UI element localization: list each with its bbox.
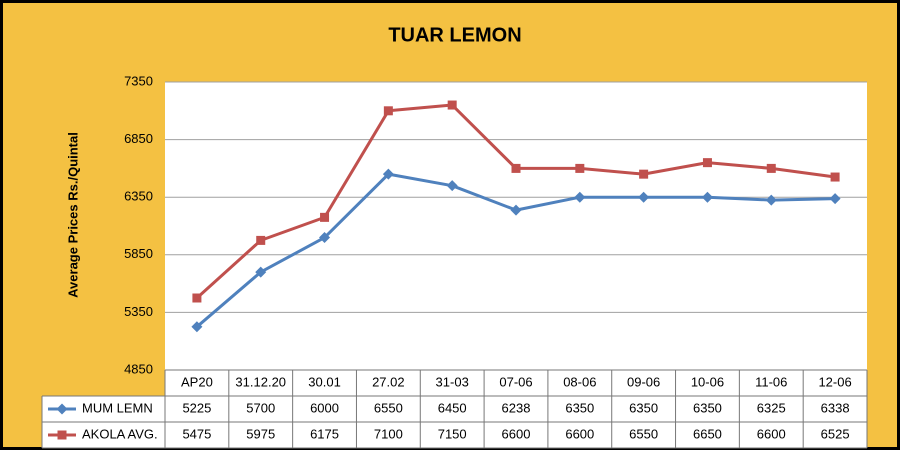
marker bbox=[639, 169, 649, 179]
marker bbox=[56, 403, 68, 415]
marker bbox=[382, 168, 394, 180]
table-value: 6650 bbox=[693, 426, 722, 441]
marker bbox=[447, 100, 457, 110]
table-value: 5475 bbox=[182, 426, 211, 441]
legend-label: AKOLA AVG. bbox=[82, 426, 158, 441]
x-tick-label: 10-06 bbox=[691, 374, 724, 389]
x-tick-label: 31-03 bbox=[436, 374, 469, 389]
y-tick-label: 4850 bbox=[124, 361, 153, 376]
table-value: 6525 bbox=[821, 426, 850, 441]
marker bbox=[702, 158, 712, 168]
x-tick-label: 07-06 bbox=[499, 374, 532, 389]
table-value: 7150 bbox=[438, 426, 467, 441]
y-tick-label: 6850 bbox=[124, 131, 153, 146]
x-tick-label: 31.12.20 bbox=[235, 374, 286, 389]
y-tick-label: 5350 bbox=[124, 304, 153, 319]
table-value: 6600 bbox=[757, 426, 786, 441]
x-tick-label: 27.02 bbox=[372, 374, 405, 389]
table-value: 6325 bbox=[757, 400, 786, 415]
table-value: 6450 bbox=[438, 400, 467, 415]
marker bbox=[638, 191, 650, 203]
marker bbox=[511, 163, 521, 173]
x-tick-label: 08-06 bbox=[563, 374, 596, 389]
chart-title: TUAR LEMON bbox=[388, 24, 521, 46]
plot-area bbox=[165, 82, 867, 370]
table-value: 6600 bbox=[565, 426, 594, 441]
marker bbox=[765, 194, 777, 206]
table-value: 6350 bbox=[565, 400, 594, 415]
y-tick-label: 6350 bbox=[124, 189, 153, 204]
marker bbox=[574, 191, 586, 203]
marker bbox=[191, 321, 203, 333]
marker bbox=[192, 293, 202, 303]
table-value: 6175 bbox=[310, 426, 339, 441]
table-value: 6550 bbox=[374, 400, 403, 415]
marker bbox=[575, 163, 585, 173]
marker bbox=[701, 191, 713, 203]
marker bbox=[57, 430, 67, 440]
table-value: 5225 bbox=[182, 400, 211, 415]
marker bbox=[766, 163, 776, 173]
marker bbox=[320, 212, 330, 222]
marker bbox=[829, 193, 841, 205]
y-tick-label: 7350 bbox=[124, 73, 153, 88]
table-value: 6600 bbox=[502, 426, 531, 441]
marker bbox=[830, 172, 840, 182]
x-tick-label: 11-06 bbox=[755, 374, 787, 389]
table-value: 6350 bbox=[629, 400, 658, 415]
y-tick-label: 5850 bbox=[124, 246, 153, 261]
table-value: 6550 bbox=[629, 426, 658, 441]
marker bbox=[446, 180, 458, 192]
table-value: 7100 bbox=[374, 426, 403, 441]
table-value: 5975 bbox=[246, 426, 275, 441]
x-tick-label: 30.01 bbox=[308, 374, 341, 389]
x-tick-label: AP20 bbox=[181, 374, 213, 389]
table-value: 6338 bbox=[821, 400, 850, 415]
marker bbox=[510, 204, 522, 216]
y-axis-label: Average Prices Rs./Quintal bbox=[65, 132, 80, 298]
marker bbox=[319, 232, 331, 244]
marker bbox=[383, 106, 393, 116]
table-value: 6350 bbox=[693, 400, 722, 415]
marker bbox=[255, 266, 267, 278]
marker bbox=[256, 235, 266, 245]
x-tick-label: 12-06 bbox=[818, 374, 851, 389]
table-value: 6238 bbox=[502, 400, 531, 415]
legend-label: MUM LEMN bbox=[82, 400, 153, 415]
data-table bbox=[165, 370, 867, 448]
table-value: 6000 bbox=[310, 400, 339, 415]
x-tick-label: 09-06 bbox=[627, 374, 660, 389]
table-value: 5700 bbox=[246, 400, 275, 415]
